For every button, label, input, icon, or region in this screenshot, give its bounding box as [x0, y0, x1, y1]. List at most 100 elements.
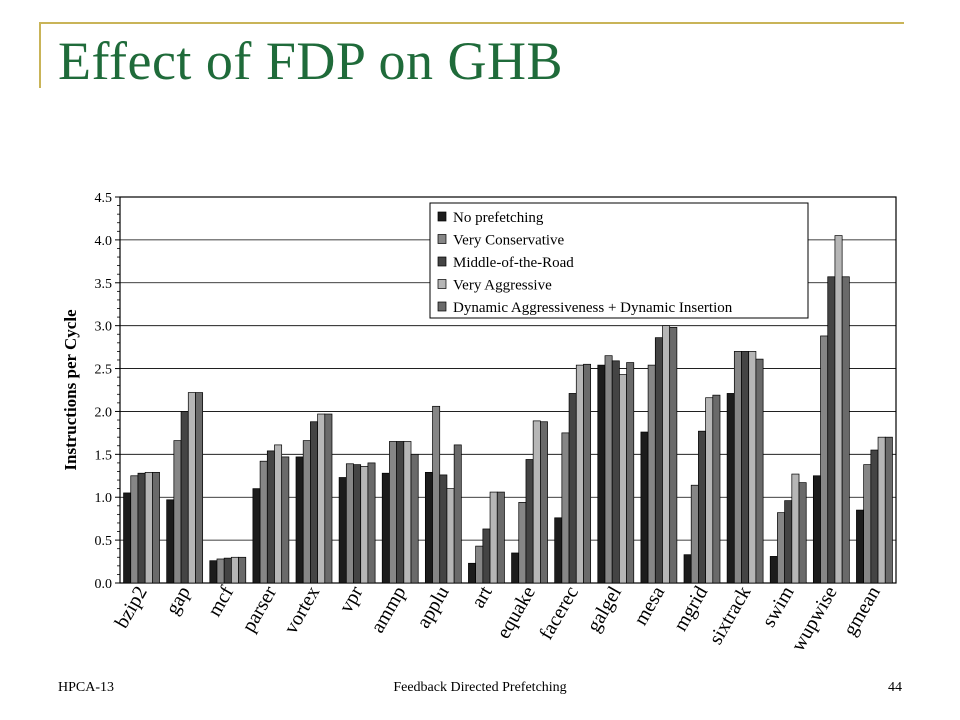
y-tick-label: 0.5	[95, 534, 113, 549]
bar	[345, 463, 354, 584]
bar	[877, 436, 886, 584]
bar	[223, 557, 232, 584]
bar	[468, 562, 476, 584]
bar	[669, 327, 678, 584]
bar	[475, 545, 484, 584]
bar	[619, 374, 627, 584]
bar	[295, 456, 304, 584]
bar	[827, 276, 836, 584]
bar	[575, 364, 584, 584]
bar	[310, 421, 318, 584]
bar	[662, 325, 671, 584]
bar	[712, 394, 721, 584]
bar	[698, 430, 706, 584]
legend-label: Very Aggressive	[453, 278, 552, 294]
slide-top-rule	[40, 22, 904, 24]
bar	[626, 362, 635, 584]
bar	[769, 556, 778, 584]
x-tick-label: vortex	[280, 583, 325, 638]
bar	[353, 464, 362, 584]
bar	[604, 355, 613, 584]
x-tick-label: facerec	[535, 582, 583, 643]
bar	[683, 554, 692, 584]
y-tick-label: 4.5	[95, 191, 113, 206]
legend-swatch	[437, 301, 447, 312]
bar	[856, 509, 864, 584]
bar	[338, 477, 347, 584]
bar	[489, 491, 498, 584]
legend-box	[429, 202, 809, 319]
bar	[439, 474, 448, 584]
legend-swatch	[437, 234, 447, 244]
bar	[777, 512, 785, 584]
bar	[152, 471, 160, 584]
bar	[324, 413, 333, 584]
bar	[259, 460, 268, 584]
x-tick-label: swim	[758, 582, 799, 631]
bar	[834, 235, 843, 584]
bar	[238, 556, 247, 584]
bar	[870, 449, 879, 584]
bar	[482, 528, 491, 584]
x-tick-label: mgrid	[669, 583, 712, 635]
x-tick-label: sixtrack	[705, 583, 756, 649]
legend-swatch	[437, 211, 447, 222]
x-tick-label: parser	[238, 582, 282, 636]
bar	[755, 358, 764, 584]
y-tick-label: 1.0	[95, 491, 113, 506]
bar	[741, 351, 750, 584]
bar	[453, 444, 462, 584]
bar	[884, 436, 893, 584]
legend-label: Middle-of-the-Road	[453, 255, 574, 271]
bar	[424, 471, 433, 584]
bar	[690, 484, 699, 584]
y-tick-label: 3.5	[95, 277, 113, 292]
y-tick-label: 3.0	[95, 320, 113, 335]
y-tick-label: 0.0	[95, 577, 113, 592]
bar	[173, 440, 182, 584]
plot-frame	[119, 196, 897, 584]
bar	[841, 276, 850, 584]
bar	[561, 432, 570, 584]
y-axis-title: Instructions per Cycle	[61, 309, 80, 471]
bar	[640, 431, 649, 584]
bar	[144, 471, 153, 584]
bar	[123, 492, 132, 584]
bar	[820, 335, 829, 584]
y-tick-label: 2.5	[95, 363, 113, 378]
bar	[647, 364, 656, 584]
page-number: 44	[888, 680, 902, 695]
bar	[302, 440, 311, 584]
bar	[209, 560, 218, 584]
bar	[381, 472, 390, 584]
bar	[554, 517, 563, 584]
bar	[432, 405, 441, 584]
bar	[195, 392, 204, 584]
bar	[496, 491, 505, 584]
bar	[166, 499, 175, 584]
bar	[511, 552, 520, 584]
y-tick-label: 1.5	[95, 448, 113, 463]
bar	[266, 450, 275, 584]
bar	[812, 475, 821, 584]
y-tick-label: 4.0	[95, 234, 113, 249]
legend-label: Very Conservative	[453, 233, 565, 249]
footer-talk-title: Feedback Directed Prefetching	[393, 680, 567, 695]
bar	[216, 558, 225, 584]
bar	[525, 459, 534, 584]
x-tick-label: bzip2	[111, 583, 152, 632]
bar	[367, 462, 376, 584]
bar	[568, 393, 577, 584]
bar	[281, 456, 290, 584]
bar	[583, 363, 592, 584]
bar	[180, 411, 189, 584]
x-tick-label: art	[467, 582, 497, 612]
x-tick-label: gmean	[839, 583, 885, 640]
bar	[446, 488, 455, 584]
bar	[726, 393, 735, 584]
slide-title: Effect of FDP on GHB	[58, 31, 563, 91]
bar	[784, 500, 793, 584]
bar	[532, 420, 541, 584]
bar	[389, 441, 397, 584]
